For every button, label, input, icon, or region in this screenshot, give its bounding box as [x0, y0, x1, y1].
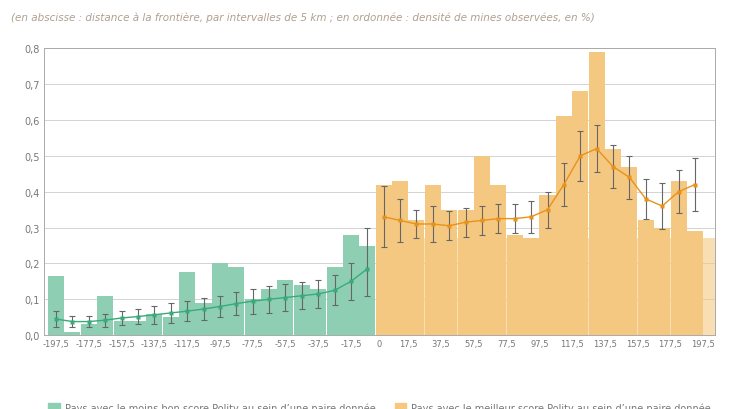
Bar [605, 149, 621, 335]
Bar [687, 231, 703, 335]
Bar [654, 228, 670, 335]
Bar [64, 332, 80, 335]
Bar [326, 267, 342, 335]
Bar [359, 246, 375, 335]
Bar [196, 303, 212, 335]
Bar [130, 321, 146, 335]
Bar [376, 185, 392, 335]
Bar [261, 289, 277, 335]
Bar [245, 299, 261, 335]
Bar [392, 182, 408, 335]
Bar [638, 221, 654, 335]
Bar [556, 117, 572, 335]
Text: (en abscisse : distance à la frontière, par intervalles de 5 km ; en ordonnée : : (en abscisse : distance à la frontière, … [11, 12, 595, 23]
Bar [212, 264, 228, 335]
Bar [179, 273, 195, 335]
Bar [81, 325, 97, 335]
Bar [441, 210, 457, 335]
Bar [425, 185, 441, 335]
Bar [474, 156, 490, 335]
Bar [146, 314, 162, 335]
Bar [310, 289, 326, 335]
Bar [588, 53, 604, 335]
Bar [114, 321, 130, 335]
Bar [293, 285, 310, 335]
Bar [572, 92, 588, 335]
Bar [343, 235, 359, 335]
Bar [523, 239, 539, 335]
Legend: Pays avec le moins bon score Polity au sein d’une paire donnée, Pays avec le mei: Pays avec le moins bon score Polity au s… [45, 398, 715, 409]
Bar [671, 182, 687, 335]
Bar [408, 221, 424, 335]
Bar [228, 267, 245, 335]
Bar [163, 317, 179, 335]
Bar [97, 296, 113, 335]
Bar [491, 185, 507, 335]
Bar [48, 276, 64, 335]
Bar [507, 235, 523, 335]
Bar [277, 280, 293, 335]
Bar [621, 167, 637, 335]
Bar [458, 210, 474, 335]
Bar [539, 196, 556, 335]
